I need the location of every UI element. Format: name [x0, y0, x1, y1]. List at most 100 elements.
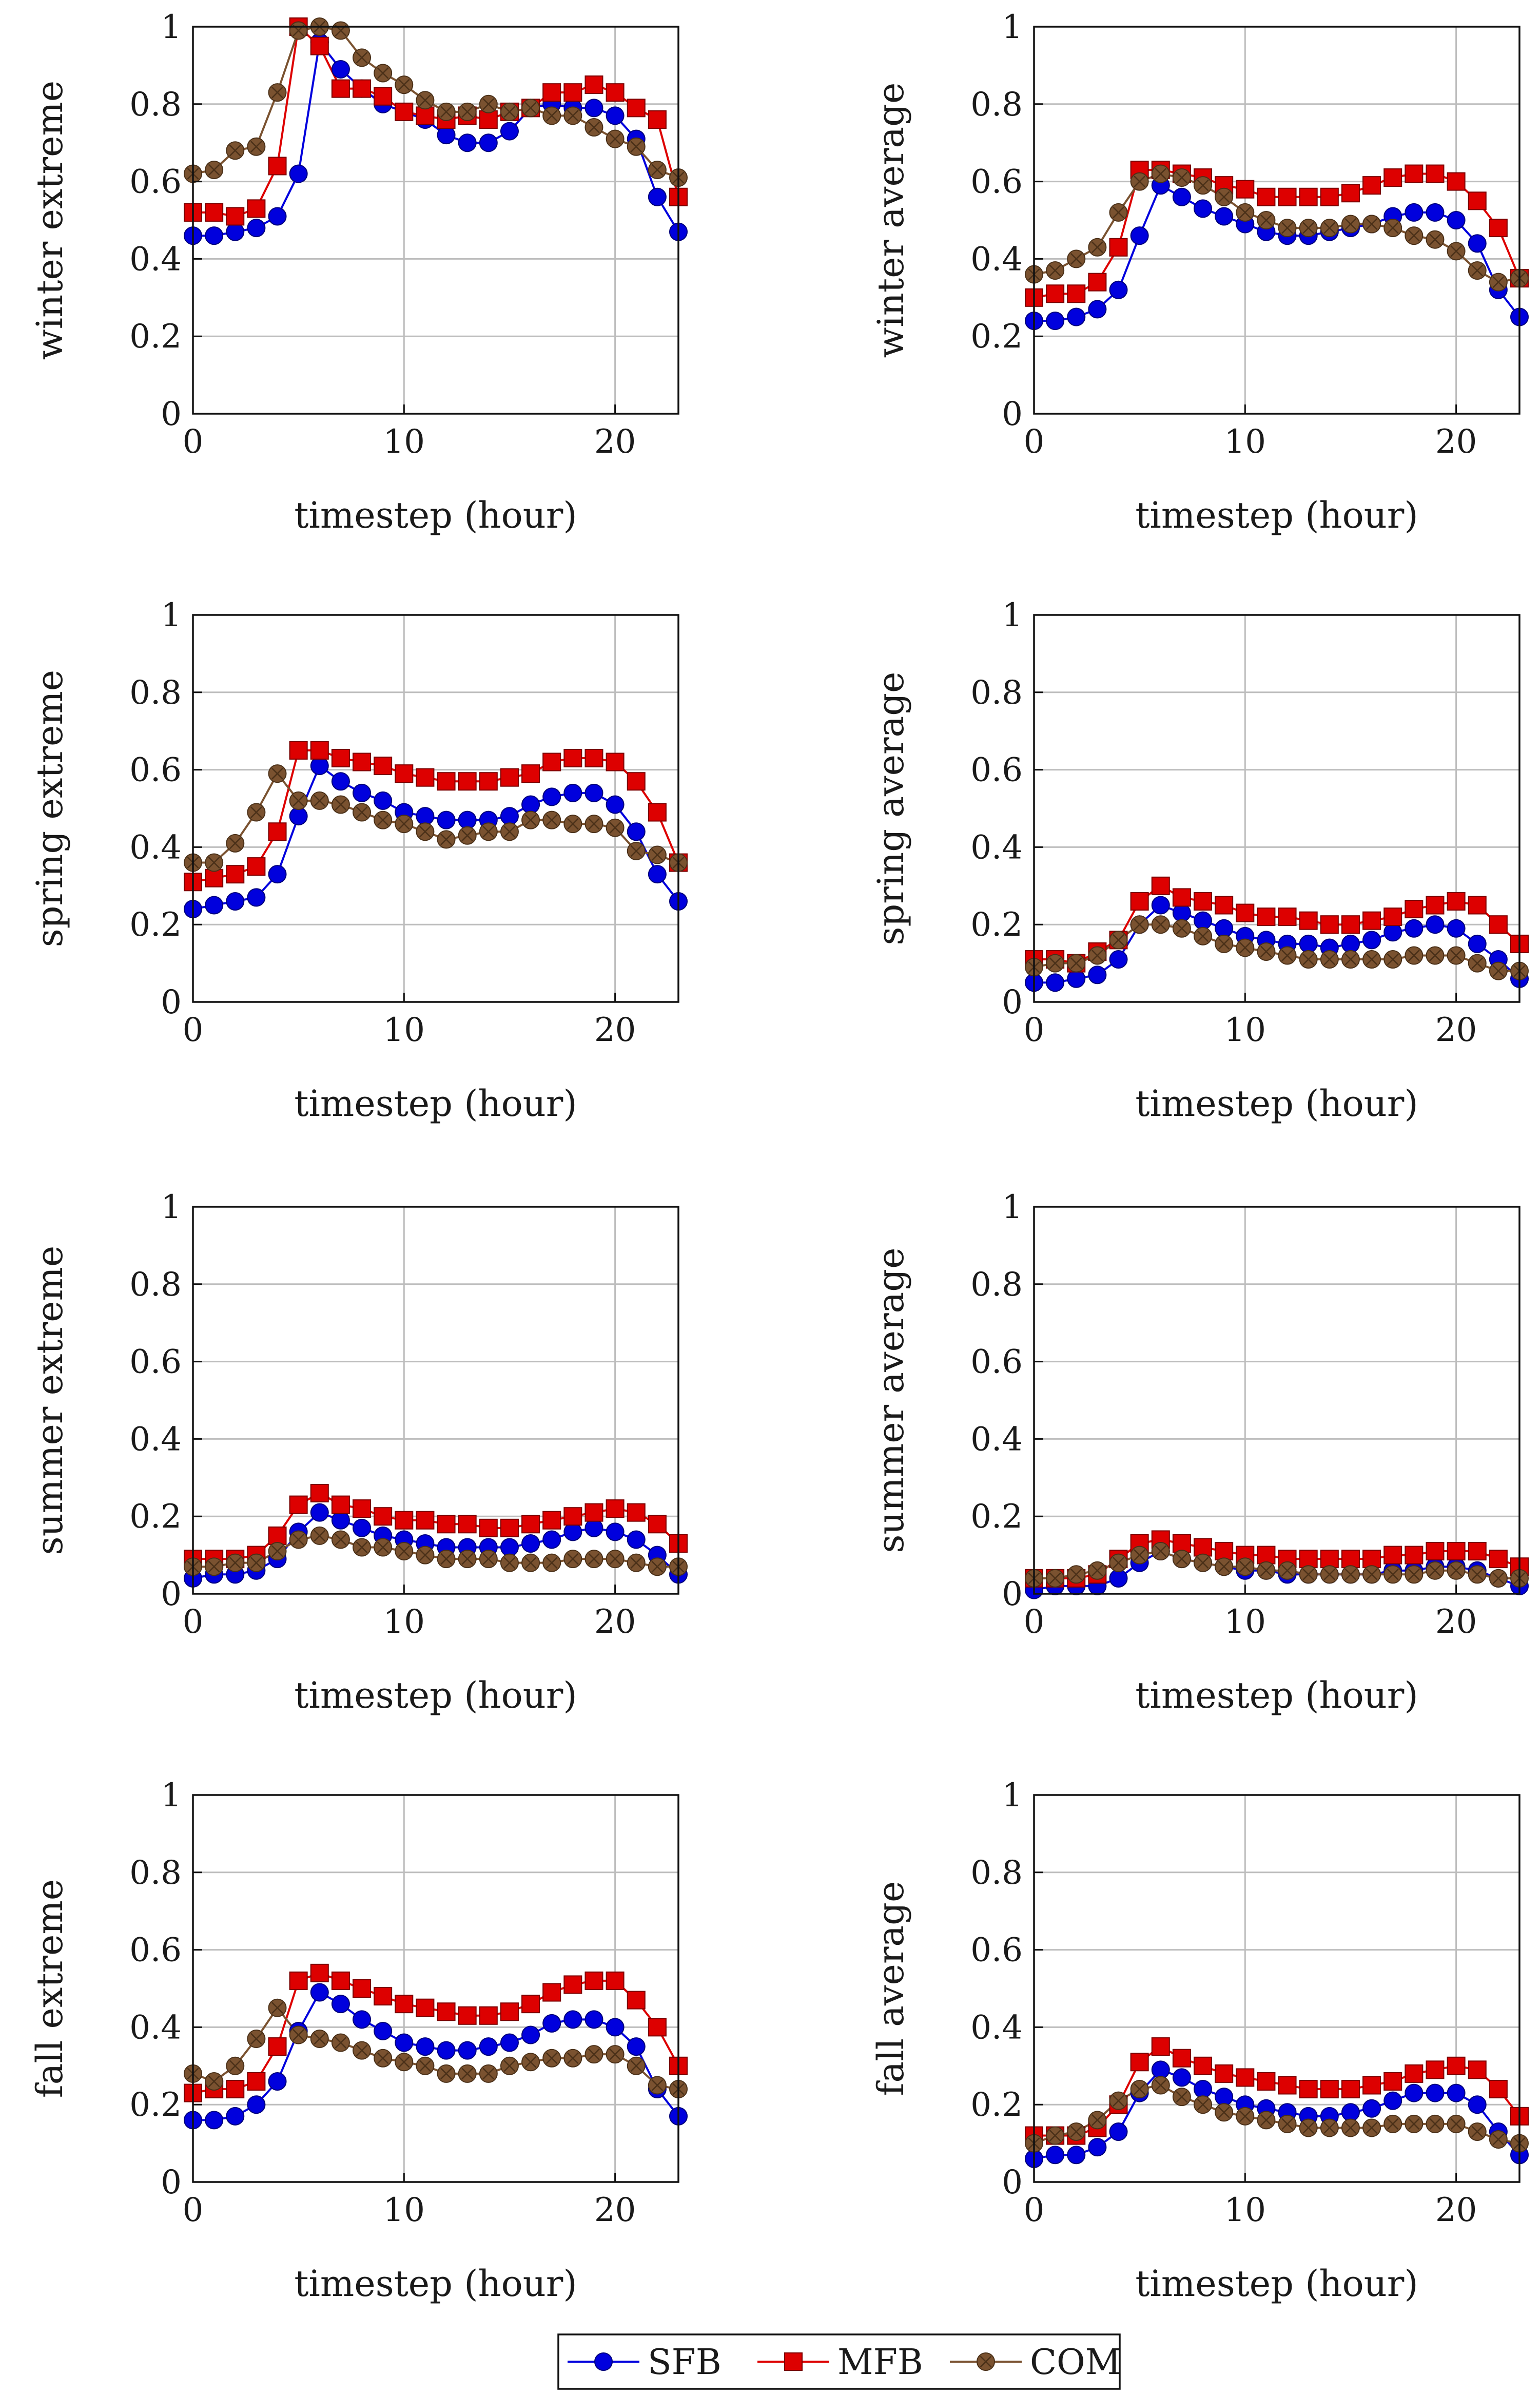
data-point-com-cross-b	[398, 2056, 410, 2068]
series-points-mfb	[184, 1963, 688, 2102]
data-point-com	[627, 2056, 646, 2075]
data-point-com-cross-b	[1218, 938, 1230, 950]
data-point-com	[205, 1557, 224, 1576]
data-point-mfb	[353, 1499, 372, 1518]
data-point-mfb	[416, 768, 435, 787]
data-point-sfb	[1109, 280, 1128, 299]
data-point-com-cross-b	[545, 1557, 558, 1569]
data-point-mfb	[1362, 911, 1381, 930]
data-point-mfb	[1257, 2072, 1276, 2091]
data-point-mfb	[268, 822, 287, 841]
data-point-com-cross-b	[377, 2052, 389, 2064]
y-tick-label: 0.6	[129, 1343, 182, 1381]
data-point-com-cross-b	[1302, 2122, 1315, 2134]
data-point-sfb	[374, 791, 393, 810]
data-point-sfb	[584, 2010, 603, 2029]
data-point-com-cross-b	[419, 1549, 431, 1561]
data-point-com	[563, 2049, 582, 2068]
data-point-com	[416, 1546, 435, 1565]
data-point-com-cross-b	[1492, 2133, 1505, 2146]
data-point-com-cross-b	[1471, 264, 1484, 277]
data-point-mfb	[542, 1983, 561, 2002]
data-point-com	[1489, 273, 1508, 292]
data-point-com	[1320, 219, 1339, 238]
data-point-sfb	[648, 865, 667, 884]
x-axis-label: timestep (hour)	[294, 2263, 577, 2305]
data-point-com-cross-b	[208, 2075, 220, 2088]
data-point-com-cross-b	[609, 2048, 621, 2060]
data-point-sfb	[1405, 919, 1424, 938]
x-tick-label: 0	[1024, 1603, 1045, 1641]
data-point-com	[289, 2025, 308, 2044]
data-point-com-cross-b	[1429, 1565, 1441, 1577]
data-point-com-cross-b	[1450, 1565, 1463, 1577]
data-point-sfb	[1046, 973, 1065, 992]
data-point-com-cross-b	[1049, 957, 1061, 970]
series-points-com	[1025, 915, 1529, 980]
data-point-com	[1130, 172, 1149, 191]
data-point-com	[1299, 1565, 1318, 1584]
data-point-com	[1405, 2114, 1424, 2133]
data-point-mfb	[310, 36, 329, 55]
legend-entry-mfb: MFB	[757, 2342, 923, 2383]
data-point-com-cross-b	[1070, 2126, 1082, 2138]
data-point-mfb	[1405, 164, 1424, 183]
data-point-com	[479, 94, 498, 113]
data-point-sfb	[1405, 2083, 1424, 2102]
data-point-sfb	[627, 1530, 646, 1549]
y-tick-label: 0.6	[970, 1932, 1023, 1970]
data-point-mfb	[1426, 1542, 1445, 1561]
data-point-com	[584, 2045, 603, 2064]
data-point-com	[226, 1553, 245, 1572]
x-tick-label: 20	[594, 2191, 636, 2229]
data-point-sfb	[205, 2111, 224, 2130]
data-point-mfb	[1236, 2068, 1255, 2087]
data-point-mfb	[374, 1507, 393, 1526]
x-tick-label: 20	[1435, 2191, 1477, 2229]
data-point-com-cross-b	[503, 825, 516, 838]
legend-marker-com-cross-b	[980, 2356, 992, 2368]
y-tick-label: 0.2	[970, 318, 1023, 356]
y-tick-label: 0.4	[970, 240, 1023, 278]
data-point-com-cross-b	[567, 1553, 579, 1565]
data-point-sfb	[1046, 2146, 1065, 2165]
data-point-mfb	[1278, 908, 1297, 926]
data-point-com	[1362, 1565, 1381, 1584]
data-point-sfb	[458, 2041, 477, 2060]
data-point-com	[542, 1553, 561, 1572]
data-point-mfb	[1426, 2060, 1445, 2079]
data-point-com-cross-b	[1408, 1568, 1420, 1580]
data-point-com-cross-b	[335, 1534, 347, 1546]
data-point-mfb	[226, 865, 245, 884]
data-point-com-cross-b	[1471, 957, 1484, 970]
data-point-com-cross-b	[461, 1553, 474, 1565]
x-tick-label: 0	[183, 1603, 204, 1641]
series-points-com	[184, 17, 688, 187]
data-point-com-cross-b	[1492, 1572, 1505, 1585]
data-point-sfb	[353, 783, 372, 802]
data-point-com	[395, 75, 414, 94]
data-point-com-cross-b	[250, 1557, 262, 1569]
data-point-sfb	[1067, 2146, 1086, 2165]
data-point-mfb	[1362, 1550, 1381, 1569]
data-point-sfb	[247, 2095, 266, 2114]
data-point-com	[437, 2064, 456, 2083]
data-point-com	[247, 137, 266, 156]
data-point-mfb	[1320, 2080, 1339, 2099]
data-point-sfb	[353, 2010, 372, 2029]
y-tick-label: 1	[161, 1777, 182, 1814]
data-point-com	[268, 764, 287, 783]
data-point-mfb	[500, 768, 519, 787]
data-point-com	[1130, 2080, 1149, 2099]
data-point-com-cross-b	[1260, 214, 1272, 226]
plot-frame	[1033, 26, 1520, 415]
data-point-sfb	[584, 783, 603, 802]
data-point-com	[1362, 215, 1381, 234]
y-axis-label: spring average	[870, 672, 912, 945]
data-point-mfb	[310, 1963, 329, 1982]
data-point-com	[1172, 919, 1191, 938]
data-point-com	[247, 1553, 266, 1572]
data-point-sfb	[1447, 211, 1466, 229]
data-point-sfb	[1194, 2080, 1213, 2099]
data-point-com-cross-b	[1134, 1549, 1146, 1561]
